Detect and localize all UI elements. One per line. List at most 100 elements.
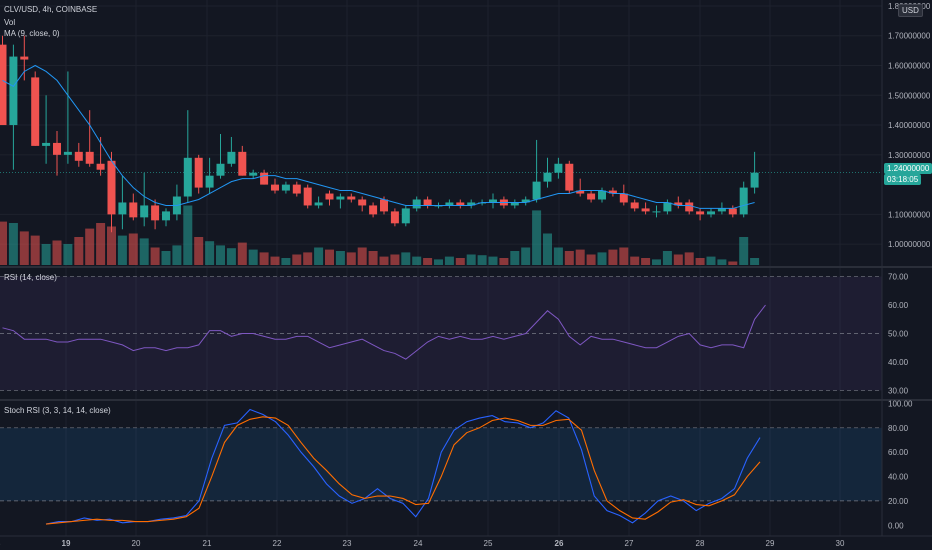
candle-body (663, 202, 672, 212)
volume-bar (107, 226, 116, 265)
price-tick-label: 1.60000000 (888, 62, 931, 71)
rsi-tick-label: 70.00 (888, 273, 909, 282)
candle-body (63, 151, 72, 155)
volume-bar (226, 248, 236, 265)
x-tick-label: 22 (273, 539, 282, 548)
candle-body (619, 193, 628, 203)
candle-body (0, 44, 7, 126)
volume-bar (172, 245, 182, 265)
rsi-tick-label: 30.00 (888, 386, 909, 395)
candle-body (271, 184, 279, 191)
candle-body (652, 211, 661, 213)
x-tick-label: 19 (62, 539, 71, 548)
rsi-pane (0, 276, 882, 391)
volume-bar (314, 247, 324, 265)
price-tick-label: 1.40000000 (888, 121, 931, 130)
volume-bar (619, 247, 629, 265)
candle-body (162, 211, 170, 221)
candle-body (543, 172, 552, 182)
stoch-d-line (45, 416, 761, 525)
candle-body (74, 151, 83, 161)
candle-body (31, 77, 40, 146)
candle-body (129, 202, 138, 218)
volume-bar (335, 251, 345, 265)
candle-body (183, 157, 192, 197)
vol-label: Vol (4, 18, 16, 27)
x-tick-label: 18 (0, 539, 1, 548)
candle-body (260, 172, 269, 185)
volume-bar (346, 252, 356, 265)
volume-bar (706, 256, 716, 265)
volume-bar (128, 233, 138, 265)
stoch-band (0, 427, 882, 501)
candle-body (412, 199, 421, 209)
stoch-tick-label: 20.00 (888, 497, 909, 506)
rsi-series-line (2, 304, 766, 360)
price-tick-label: 1.30000000 (888, 151, 931, 160)
volume-bar (401, 252, 411, 265)
candle-body (630, 202, 639, 209)
volume-bar (553, 247, 563, 265)
candle-body (445, 202, 454, 206)
stoch-pane (0, 408, 882, 525)
volume-bar (52, 240, 62, 265)
volume-bars (0, 205, 760, 265)
candle-body (565, 163, 574, 191)
volume-bar (139, 238, 149, 265)
x-tick-label: 21 (203, 539, 212, 548)
volume-bar (750, 258, 760, 265)
volume-bar (641, 258, 651, 265)
candle-body (598, 190, 606, 200)
candle-body (118, 202, 127, 215)
candle-body (85, 151, 94, 164)
volume-bar (0, 221, 7, 265)
volume-bar (379, 256, 389, 265)
volume-bar (499, 258, 509, 265)
volume-bar (194, 237, 204, 265)
candle-body (674, 202, 683, 206)
volume-bar (423, 258, 433, 265)
stoch-tick-label: 40.00 (888, 473, 909, 482)
candle-body (521, 199, 530, 203)
volume-bar (216, 245, 225, 265)
volume-bar (117, 235, 127, 265)
volume-bar (248, 249, 258, 265)
candle-body (281, 184, 290, 191)
candle-body (107, 160, 116, 215)
x-tick-label: 29 (766, 539, 775, 548)
x-tick-label: 24 (414, 539, 423, 548)
currency-badge[interactable]: USD (898, 4, 923, 17)
candle-body (347, 196, 356, 200)
volume-bar (717, 259, 727, 265)
candle-body (140, 205, 149, 218)
candle-body (9, 56, 18, 126)
candle-body (510, 202, 519, 206)
candle-body (238, 151, 247, 176)
candle-body (707, 211, 715, 215)
volume-bar (597, 252, 607, 265)
volume-bar (270, 256, 280, 265)
candle-body (53, 142, 61, 155)
candle-body (369, 205, 378, 215)
candle-body (641, 208, 650, 212)
price-tick-label: 1.10000000 (888, 210, 931, 219)
volume-bar (575, 249, 585, 265)
volume-bar (662, 251, 672, 265)
candle-body (456, 202, 465, 206)
volume-bar (434, 259, 443, 265)
rsi-label: RSI (14, close) (4, 273, 57, 282)
ma-line (2, 64, 755, 209)
stoch-label: Stoch RSI (3, 3, 14, 14, close) (4, 406, 111, 415)
stoch-tick-label: 100.00 (888, 399, 913, 408)
x-tick-label: 27 (625, 539, 634, 548)
candle-body (336, 196, 345, 200)
volume-bar (19, 231, 29, 265)
volume-bar (466, 254, 476, 265)
volume-bar (161, 251, 171, 265)
volume-bar (390, 254, 400, 265)
volume-bar (695, 258, 705, 265)
x-tick-label: 30 (836, 539, 845, 548)
candle-body (587, 193, 596, 200)
